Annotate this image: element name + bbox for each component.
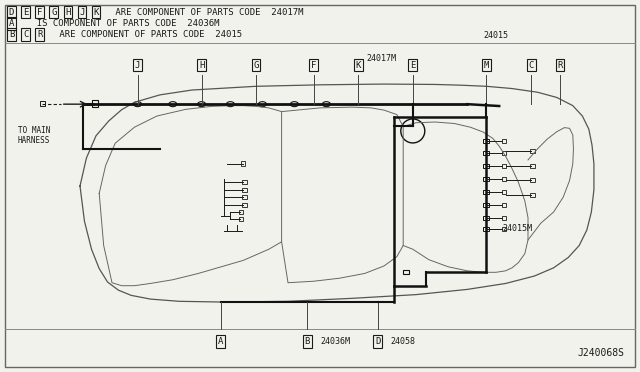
Text: E: E xyxy=(23,8,28,17)
Text: ARE COMPONENT OF PARTS CODE  24017M: ARE COMPONENT OF PARTS CODE 24017M xyxy=(110,8,303,17)
Bar xyxy=(242,188,247,192)
Bar xyxy=(239,210,243,214)
Bar xyxy=(483,140,490,143)
Text: B: B xyxy=(305,337,310,346)
Text: ARE COMPONENT OF PARTS CODE  24015: ARE COMPONENT OF PARTS CODE 24015 xyxy=(54,30,242,39)
Text: H: H xyxy=(65,8,70,17)
Text: M: M xyxy=(484,61,489,70)
Bar xyxy=(483,151,490,154)
Bar xyxy=(502,216,506,219)
Text: D: D xyxy=(9,8,14,17)
Bar xyxy=(40,101,45,106)
Bar xyxy=(92,100,97,107)
Bar xyxy=(502,227,506,231)
Ellipse shape xyxy=(323,102,330,107)
Ellipse shape xyxy=(227,102,234,107)
Text: IS COMPONENT OF PARTS CODE  24036M: IS COMPONENT OF PARTS CODE 24036M xyxy=(26,19,219,28)
Bar xyxy=(530,179,535,182)
Bar xyxy=(502,164,506,167)
Bar xyxy=(239,217,243,221)
Bar xyxy=(241,161,245,166)
Text: B: B xyxy=(9,30,14,39)
Bar xyxy=(502,190,506,193)
Ellipse shape xyxy=(291,102,298,107)
Text: 24015: 24015 xyxy=(483,31,508,40)
Text: R: R xyxy=(557,61,563,70)
Bar xyxy=(483,203,490,206)
Ellipse shape xyxy=(169,102,177,107)
Bar xyxy=(242,203,247,206)
Bar xyxy=(242,180,247,184)
Bar xyxy=(483,216,490,219)
Text: TO MAIN
HARNESS: TO MAIN HARNESS xyxy=(18,126,51,145)
Text: D: D xyxy=(375,337,380,346)
Text: J: J xyxy=(79,8,84,17)
Text: A: A xyxy=(9,19,14,28)
Text: C: C xyxy=(23,30,28,39)
Bar xyxy=(502,151,506,154)
Bar xyxy=(530,149,535,153)
Text: A: A xyxy=(218,337,223,346)
Text: 24015M: 24015M xyxy=(502,224,532,233)
Bar xyxy=(483,227,490,231)
Bar xyxy=(242,195,247,199)
Bar xyxy=(483,177,490,180)
Ellipse shape xyxy=(198,102,205,107)
Bar xyxy=(502,140,506,143)
Bar xyxy=(483,190,490,193)
Text: 24036M: 24036M xyxy=(320,337,350,346)
Text: F: F xyxy=(37,8,42,17)
Text: F: F xyxy=(311,61,316,70)
Circle shape xyxy=(401,119,425,143)
Text: G: G xyxy=(253,61,259,70)
Text: J: J xyxy=(135,61,140,70)
Bar xyxy=(502,177,506,180)
Ellipse shape xyxy=(134,102,141,107)
Text: K: K xyxy=(356,61,361,70)
Text: K: K xyxy=(93,8,99,17)
Text: J240068S: J240068S xyxy=(577,348,624,358)
Bar xyxy=(483,164,490,167)
Text: G: G xyxy=(51,8,56,17)
Text: C: C xyxy=(529,61,534,70)
Text: 24058: 24058 xyxy=(390,337,415,346)
Bar xyxy=(403,270,410,274)
Bar xyxy=(530,193,535,197)
Text: 24017M: 24017M xyxy=(366,54,396,63)
Bar xyxy=(530,164,535,167)
Text: E: E xyxy=(410,61,415,70)
Bar xyxy=(502,203,506,206)
Text: H: H xyxy=(199,61,204,70)
Ellipse shape xyxy=(259,102,266,107)
Text: R: R xyxy=(37,30,42,39)
